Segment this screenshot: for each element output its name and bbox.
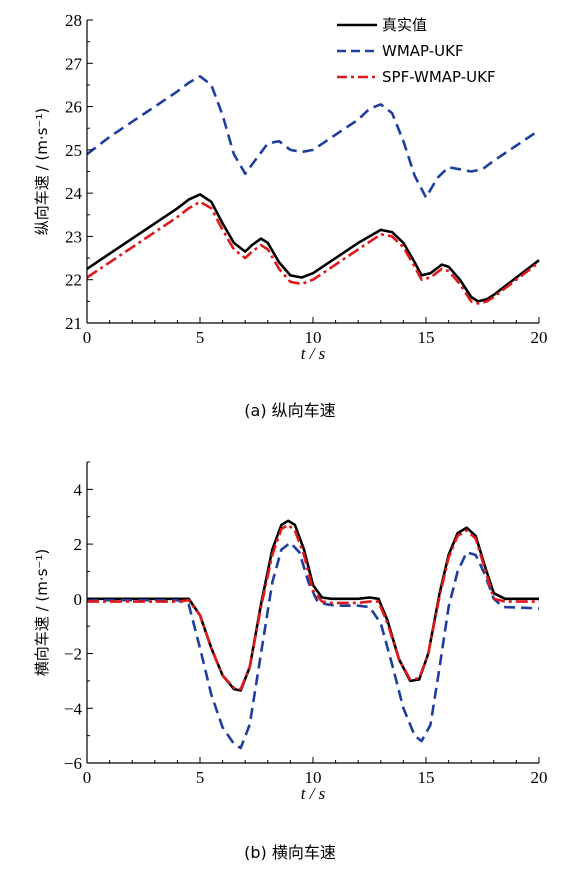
y-tick-label: 28 [65, 11, 82, 30]
y-tick-label: 21 [65, 314, 82, 333]
x-tick-label: 0 [83, 328, 92, 347]
y-tick-label: 25 [65, 141, 82, 160]
legend-label: 真实值 [382, 16, 427, 34]
series-line-WMAP-UKF [86, 75, 540, 199]
y-tick-label: 0 [74, 590, 83, 609]
series-line-真实值 [86, 193, 540, 303]
y-tick-label: −4 [64, 699, 83, 718]
y-tick-label: 22 [65, 271, 82, 290]
series-line-WMAP-UKF [87, 541, 540, 750]
y-tick-label: 23 [65, 227, 82, 246]
y-tick-label: 24 [65, 184, 83, 203]
series-line-SPF-WMAP-UKF [87, 523, 539, 691]
series-line-真实值 [87, 519, 539, 692]
y-axis-label: 横向车速 / (m·s⁻¹) [33, 549, 51, 676]
y-axis-label: 纵向车速 / (m·s⁻¹) [33, 108, 51, 235]
y-tick-label: 2 [74, 535, 83, 554]
x-tick-label: 15 [418, 328, 435, 347]
y-tick-label: 26 [65, 98, 82, 117]
x-tick-label: 5 [196, 328, 205, 347]
x-tick-label: 10 [305, 768, 322, 787]
legend-label: WMAP-UKF [382, 42, 464, 60]
x-axis-label: t / s [301, 784, 326, 803]
x-tick-label: 0 [83, 768, 92, 787]
y-tick-label: −2 [64, 645, 82, 664]
x-tick-label: 15 [418, 768, 435, 787]
x-tick-label: 5 [196, 768, 205, 787]
legend-label: SPF-WMAP-UKF [382, 68, 496, 86]
y-tick-label: 4 [74, 480, 83, 499]
series-line-SPF-WMAP-UKF [86, 200, 540, 305]
x-tick-label: 10 [305, 328, 322, 347]
figure-caption: (b) 横向车速 [244, 843, 336, 862]
y-tick-label: 27 [65, 54, 83, 73]
y-tick-label: −6 [64, 754, 82, 773]
figure-caption: (a) 纵向车速 [244, 401, 335, 420]
x-tick-label: 20 [531, 768, 548, 787]
x-axis-label: t / s [301, 344, 326, 363]
x-tick-label: 20 [531, 328, 548, 347]
